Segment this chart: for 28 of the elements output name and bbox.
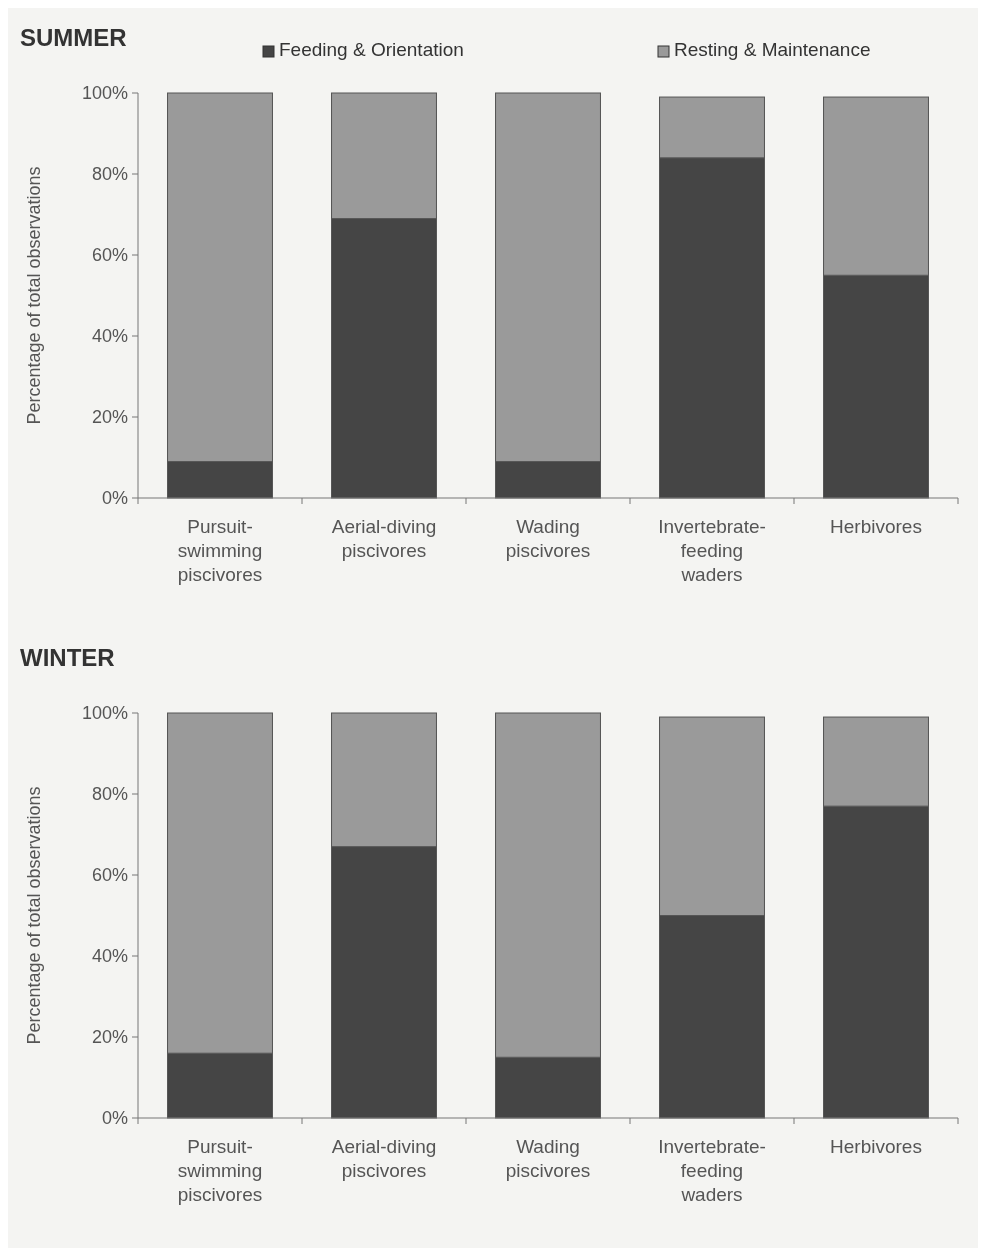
- x-tick-label: Aerial-diving piscivores: [331, 1136, 437, 1181]
- y-tick-label: 80%: [91, 164, 128, 185]
- y-tick-label: 60%: [91, 865, 128, 886]
- x-tick-label: Herbivores: [830, 516, 922, 537]
- y-tick-label: 40%: [91, 326, 128, 347]
- x-tick-label: Pursuit- swimming piscivores: [177, 1136, 263, 1205]
- y-tick-label: 100%: [81, 83, 128, 104]
- x-tick-label: Invertebrate- feeding waders: [658, 1136, 766, 1205]
- y-tick-label: 60%: [91, 245, 128, 266]
- y-tick-label: 0%: [101, 488, 128, 509]
- y-tick-label: 80%: [91, 784, 128, 805]
- legend-label: Resting & Maintenance: [674, 39, 871, 60]
- y-tick-label: 20%: [91, 407, 128, 428]
- x-tick-label: Herbivores: [830, 1136, 922, 1157]
- y-axis-title: Percentage of total observations: [24, 786, 44, 1045]
- y-tick-label: 0%: [101, 1108, 128, 1129]
- x-tick-label: Invertebrate- feeding waders: [658, 516, 766, 585]
- y-tick-label: 20%: [91, 1027, 128, 1048]
- legend-label: Feeding & Orientation: [279, 39, 464, 60]
- x-tick-label: Wading piscivores: [505, 516, 591, 561]
- y-tick-label: 40%: [91, 946, 128, 967]
- y-tick-label: 100%: [81, 703, 128, 724]
- x-tick-label: Aerial-diving piscivores: [331, 516, 437, 561]
- x-tick-label: Pursuit- swimming piscivores: [177, 516, 263, 585]
- x-tick-label: Wading piscivores: [505, 1136, 591, 1181]
- chart-title: SUMMER: [20, 24, 127, 51]
- chart-title: WINTER: [20, 644, 115, 671]
- y-axis-title: Percentage of total observations: [24, 166, 44, 425]
